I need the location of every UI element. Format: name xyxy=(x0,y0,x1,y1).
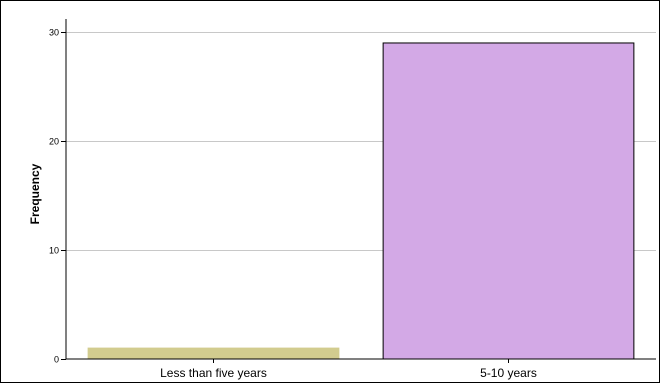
bar-2 xyxy=(382,42,635,360)
y-axis-title: Frequency xyxy=(28,163,42,224)
bar-1 xyxy=(87,347,340,360)
y-tick-label: 30 xyxy=(49,28,59,38)
y-tick-label: 20 xyxy=(49,137,59,147)
x-axis-labels: Less than five years 5-10 years xyxy=(160,359,537,380)
y-tick-label: 10 xyxy=(49,246,59,256)
bars xyxy=(87,42,635,360)
x-category-label: 5-10 years xyxy=(480,366,537,380)
y-axis-ticks: 0 10 20 30 xyxy=(49,28,66,365)
y-tick-label: 0 xyxy=(54,355,59,365)
x-category-label: Less than five years xyxy=(160,366,267,380)
axes xyxy=(65,19,656,360)
